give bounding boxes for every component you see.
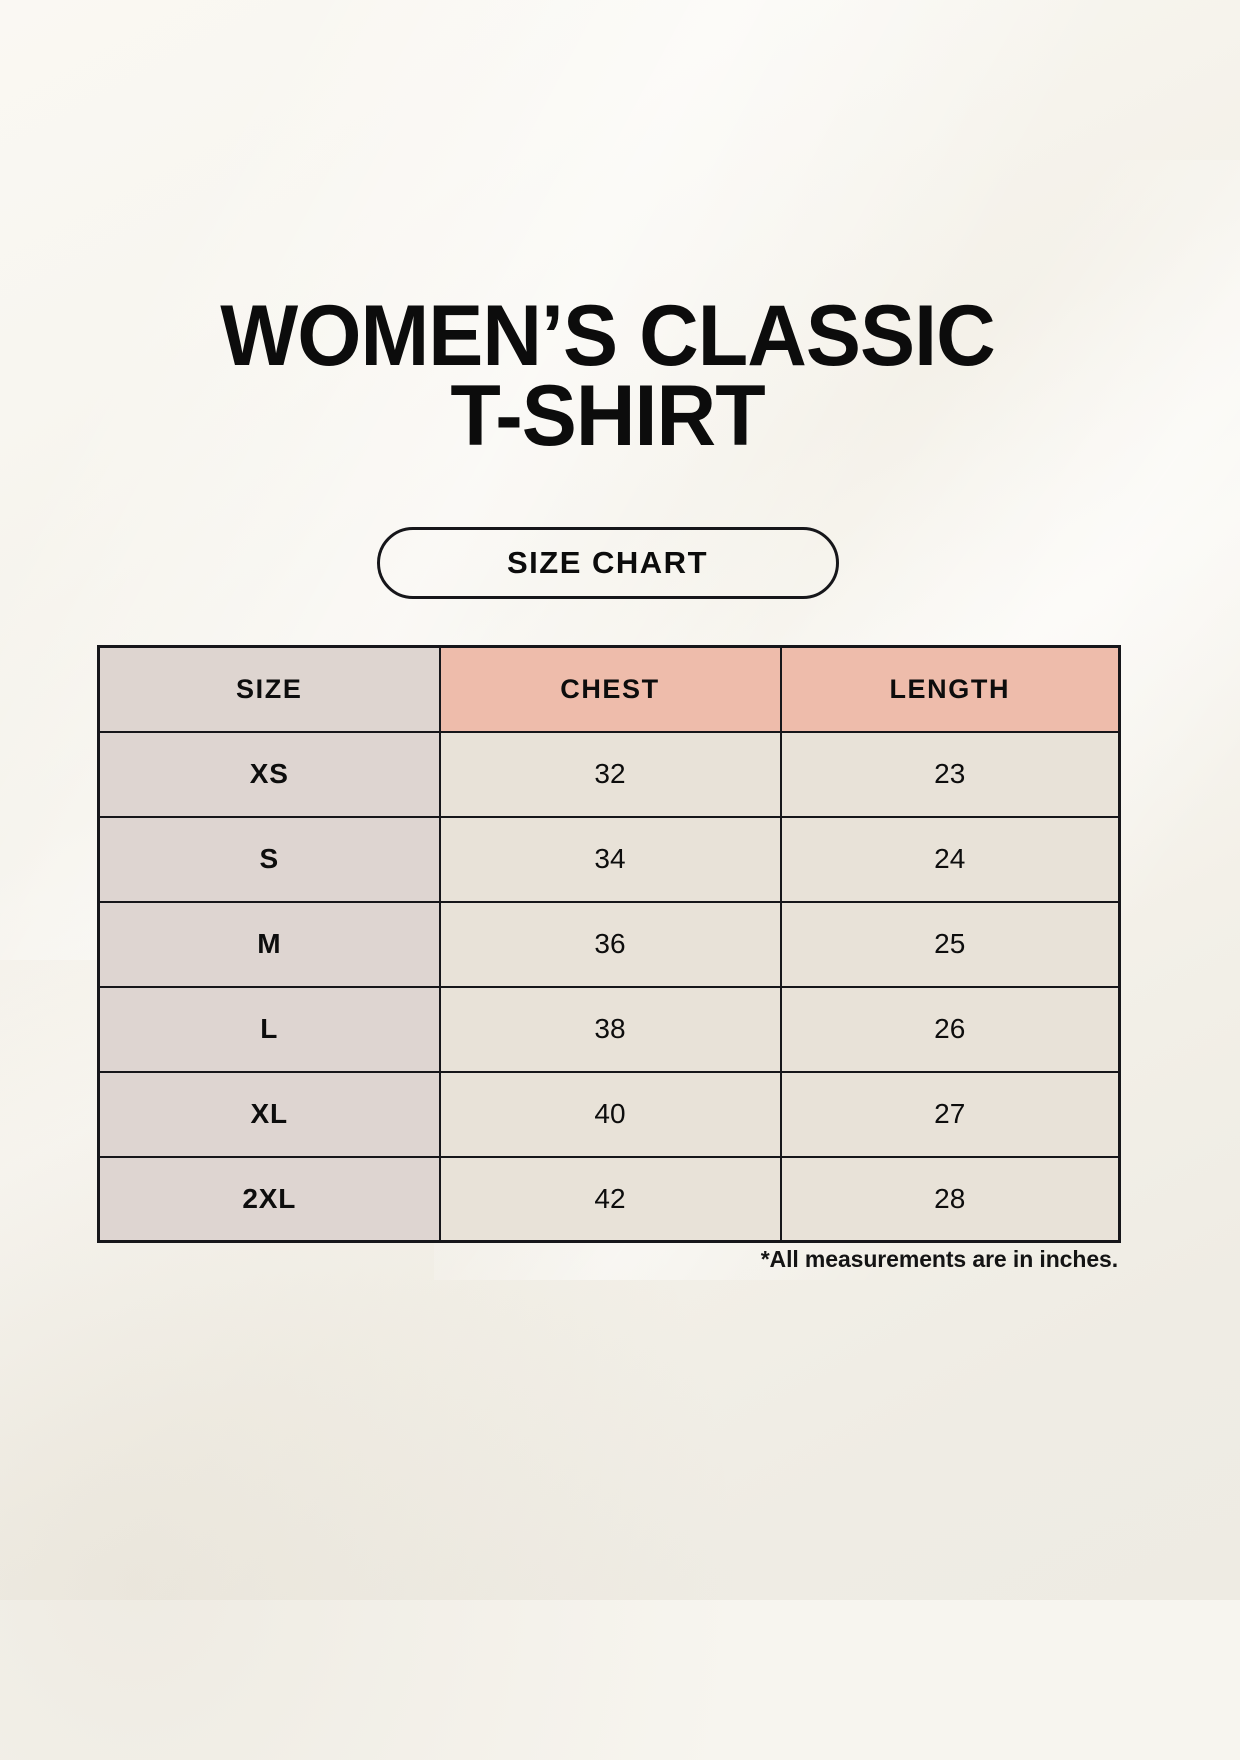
page-title: WOMEN’S CLASSIC T-SHIRT (97, 288, 1118, 464)
cell-size: L (97, 985, 441, 1073)
page-title-line-2: T-SHIRT (450, 368, 765, 464)
table-row: 2XL 42 28 (97, 1155, 1121, 1243)
cell-size: S (97, 815, 441, 903)
cell-chest: 32 (438, 730, 782, 818)
measurement-units-note: *All measurements are in inches. (760, 1246, 1118, 1272)
cell-length: 27 (779, 1070, 1121, 1158)
size-table-body: XS 32 23 S 34 24 M 36 25 L 38 26 (97, 730, 1121, 1243)
cell-size: M (97, 900, 441, 988)
table-row: S 34 24 (97, 815, 1121, 903)
size-chart-badge: SIZE CHART (376, 527, 839, 599)
table-row: XS 32 23 (97, 730, 1121, 818)
size-table: SIZE CHEST LENGTH XS 32 23 S 34 24 M (97, 645, 1121, 1243)
cell-size: XL (97, 1070, 441, 1158)
cell-length: 25 (779, 900, 1121, 988)
table-row: M 36 25 (97, 900, 1121, 988)
table-header-row: SIZE CHEST LENGTH (97, 645, 1121, 733)
cell-chest: 38 (438, 985, 782, 1073)
cell-size: 2XL (97, 1155, 441, 1243)
cell-chest: 42 (438, 1155, 782, 1243)
size-chart-badge-container: SIZE CHART (97, 527, 1118, 599)
page-title-line-1: WOMEN’S CLASSIC (220, 288, 995, 384)
table-row: L 38 26 (97, 985, 1121, 1073)
cell-size: XS (97, 730, 441, 818)
cell-chest: 34 (438, 815, 782, 903)
size-chart-poster: WOMEN’S CLASSIC T-SHIRT SIZE CHART SIZE … (97, 288, 1121, 1272)
size-table-container: SIZE CHEST LENGTH XS 32 23 S 34 24 M (97, 645, 1121, 1243)
cell-chest: 40 (438, 1070, 782, 1158)
cell-length: 24 (779, 815, 1121, 903)
column-header-chest: CHEST (438, 645, 782, 733)
cell-chest: 36 (438, 900, 782, 988)
size-table-head: SIZE CHEST LENGTH (97, 645, 1121, 733)
cell-length: 23 (779, 730, 1121, 818)
column-header-length: LENGTH (779, 645, 1121, 733)
column-header-size: SIZE (97, 645, 441, 733)
cell-length: 28 (779, 1155, 1121, 1243)
table-row: XL 40 27 (97, 1070, 1121, 1158)
cell-length: 26 (779, 985, 1121, 1073)
